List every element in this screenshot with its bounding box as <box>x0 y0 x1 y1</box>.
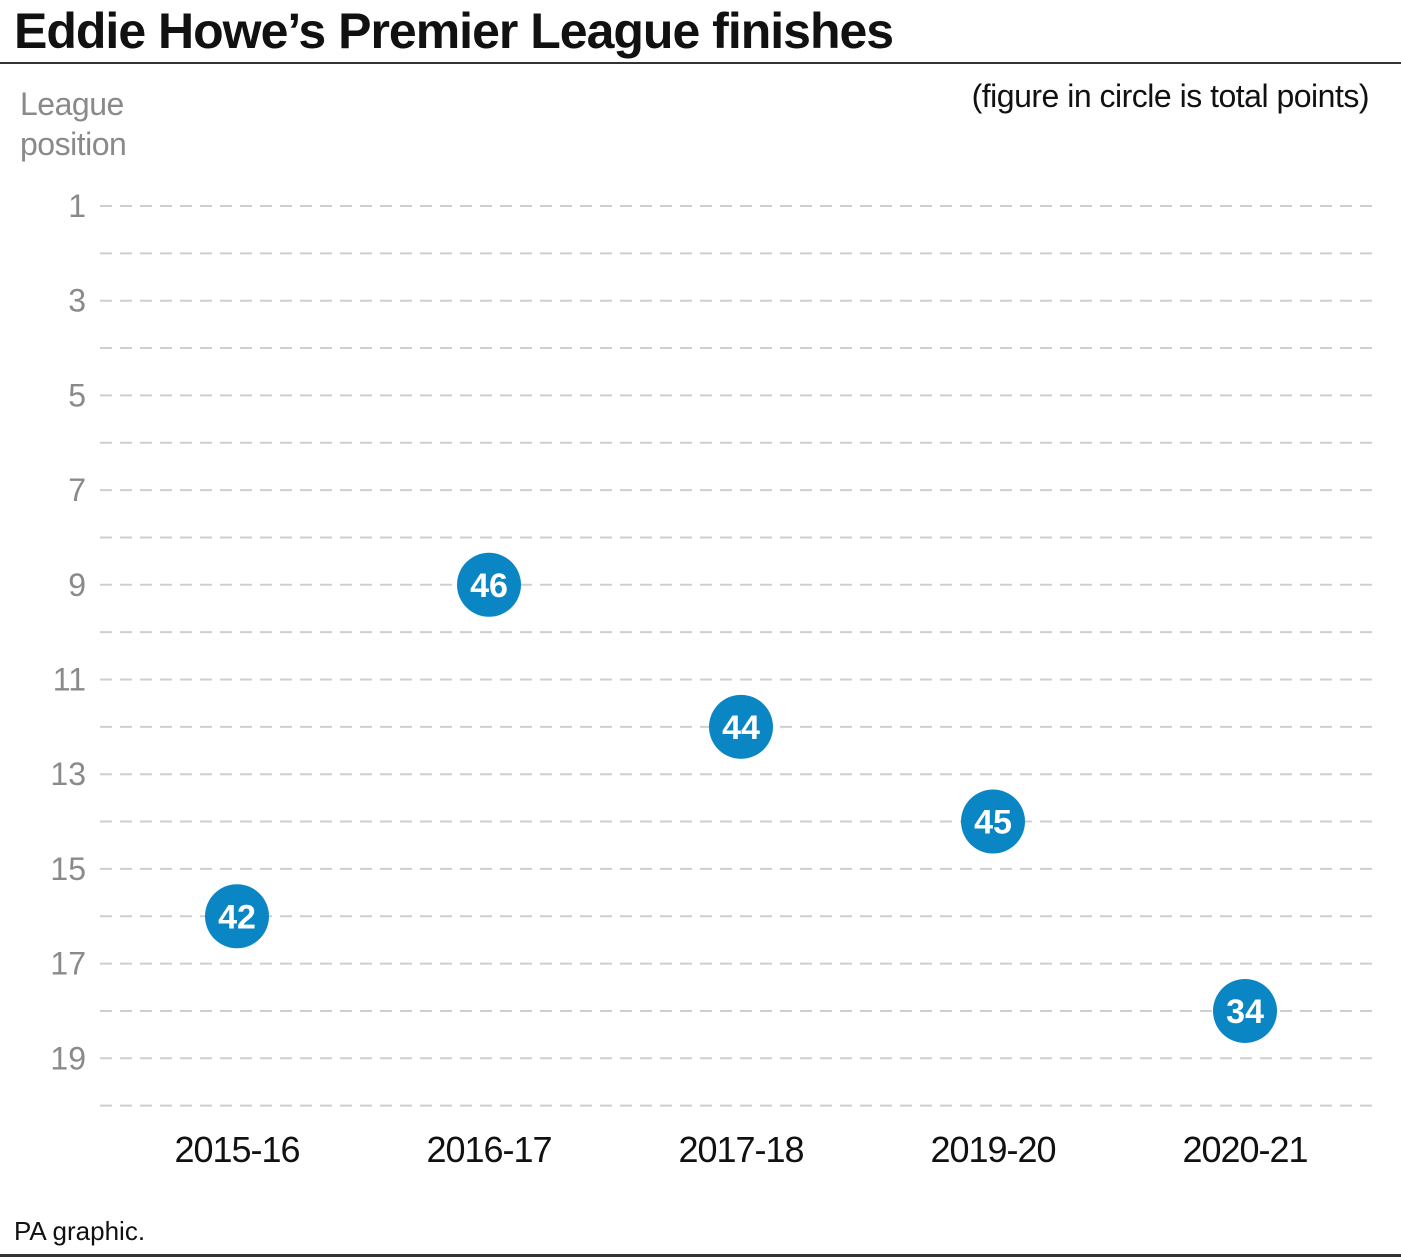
x-tick-label: 2017-18 <box>678 1129 803 1170</box>
data-point: 42 <box>205 884 269 949</box>
point-marker <box>961 789 1025 854</box>
source-credit: PA graphic. <box>14 1216 146 1246</box>
point-label: 45 <box>974 804 1012 842</box>
y-axis-label: League position <box>20 86 127 162</box>
y-tick-label: 1 <box>68 188 86 224</box>
data-point: 34 <box>1213 978 1277 1043</box>
y-tick-label: 15 <box>50 851 86 887</box>
x-tick-label: 2019-20 <box>930 1129 1055 1170</box>
bottom-divider <box>0 1254 1401 1257</box>
x-tick-label: 2016-17 <box>426 1129 551 1170</box>
data-points: 42 46 44 45 34 <box>205 552 1277 1043</box>
point-marker <box>709 694 773 759</box>
y-tick-label: 5 <box>68 377 86 413</box>
data-point: 44 <box>709 694 773 759</box>
data-point: 46 <box>457 552 521 617</box>
y-tick-label: 17 <box>50 946 86 982</box>
point-label: 42 <box>218 898 256 936</box>
point-label: 46 <box>470 567 508 605</box>
point-label: 34 <box>1226 993 1264 1031</box>
y-tick-label: 11 <box>53 662 86 698</box>
point-marker <box>1213 978 1277 1043</box>
y-tick-label: 13 <box>50 756 86 792</box>
x-axis-ticks: 2015-16 2016-17 2017-18 2019-20 2020-21 <box>174 1129 1308 1170</box>
x-tick-label: 2015-16 <box>174 1129 299 1170</box>
y-tick-label: 3 <box>68 283 86 319</box>
data-point: 45 <box>961 789 1025 854</box>
point-marker <box>205 884 269 949</box>
y-tick-label: 7 <box>68 472 86 508</box>
chart-title: Eddie Howe’s Premier League finishes <box>14 3 894 59</box>
x-tick-label: 2020-21 <box>1182 1129 1307 1170</box>
chart-note: (figure in circle is total points) <box>971 78 1370 114</box>
gridlines <box>100 205 1372 1107</box>
y-tick-label: 19 <box>50 1040 86 1076</box>
point-label: 44 <box>722 709 760 747</box>
title-divider <box>0 62 1401 64</box>
point-marker <box>457 552 521 617</box>
y-tick-label: 9 <box>68 567 86 603</box>
